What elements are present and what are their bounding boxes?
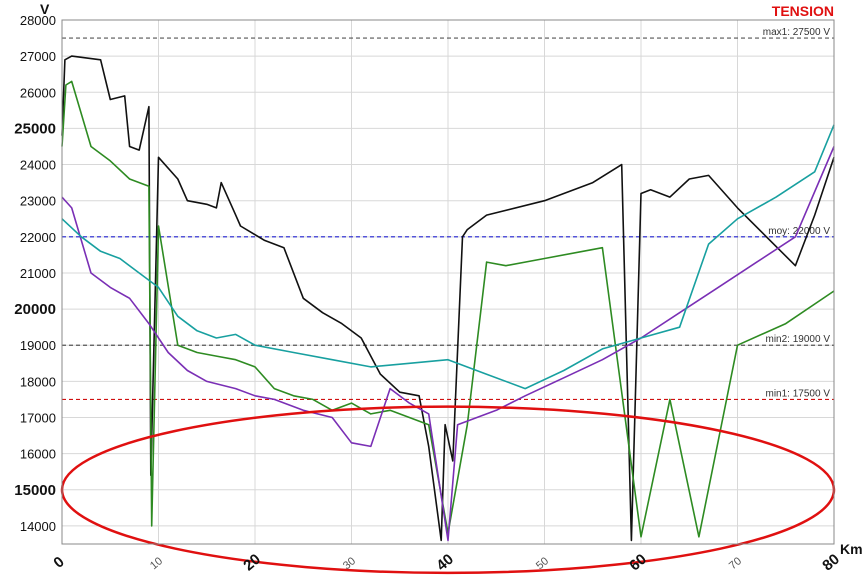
y-axis-unit: V bbox=[40, 1, 50, 17]
x-tick-label: 20 bbox=[240, 551, 264, 575]
y-tick-label: 15000 bbox=[14, 482, 56, 499]
plot-frame bbox=[61, 19, 835, 545]
x-tick-label: 0 bbox=[50, 553, 67, 571]
y-tick-label: 26000 bbox=[20, 85, 56, 100]
y-tick-label: 21000 bbox=[20, 266, 56, 281]
reference-line-label: max1: 27500 V bbox=[763, 27, 831, 38]
y-tick-label: 25000 bbox=[14, 120, 56, 137]
y-tick-label: 22000 bbox=[20, 230, 56, 245]
y-tick-label: 24000 bbox=[20, 158, 56, 173]
x-axis-unit: Km bbox=[840, 541, 863, 557]
y-tick-label: 20000 bbox=[14, 301, 56, 318]
reference-lines: max1: 27500 V moy: 22000 V min2: 19000 V mi… bbox=[62, 27, 834, 401]
y-tick-label: 14000 bbox=[20, 519, 56, 534]
y-tick-label: 16000 bbox=[20, 447, 56, 462]
y-tick-label: 28000 bbox=[20, 13, 56, 28]
reference-line-label: min2: 19000 V bbox=[766, 334, 831, 345]
x-tick-label: 70 bbox=[727, 555, 744, 572]
y-tick-label: 18000 bbox=[20, 374, 56, 389]
series-line bbox=[61, 146, 835, 542]
reference-line-label: min1: 17500 V bbox=[766, 388, 831, 399]
y-tick-label: 27000 bbox=[20, 49, 56, 64]
x-tick-label: 60 bbox=[626, 551, 650, 575]
x-tick-label: 10 bbox=[148, 555, 165, 572]
series-line bbox=[61, 55, 835, 542]
reference-line-label: moy: 22000 V bbox=[768, 226, 830, 237]
series-line bbox=[61, 124, 835, 390]
y-tick-label: 19000 bbox=[20, 338, 56, 353]
x-tick-label: 40 bbox=[433, 551, 457, 575]
y-tick-label: 17000 bbox=[20, 411, 56, 426]
y-tick-label: 23000 bbox=[20, 194, 56, 209]
chart-title: TENSION bbox=[772, 3, 834, 19]
